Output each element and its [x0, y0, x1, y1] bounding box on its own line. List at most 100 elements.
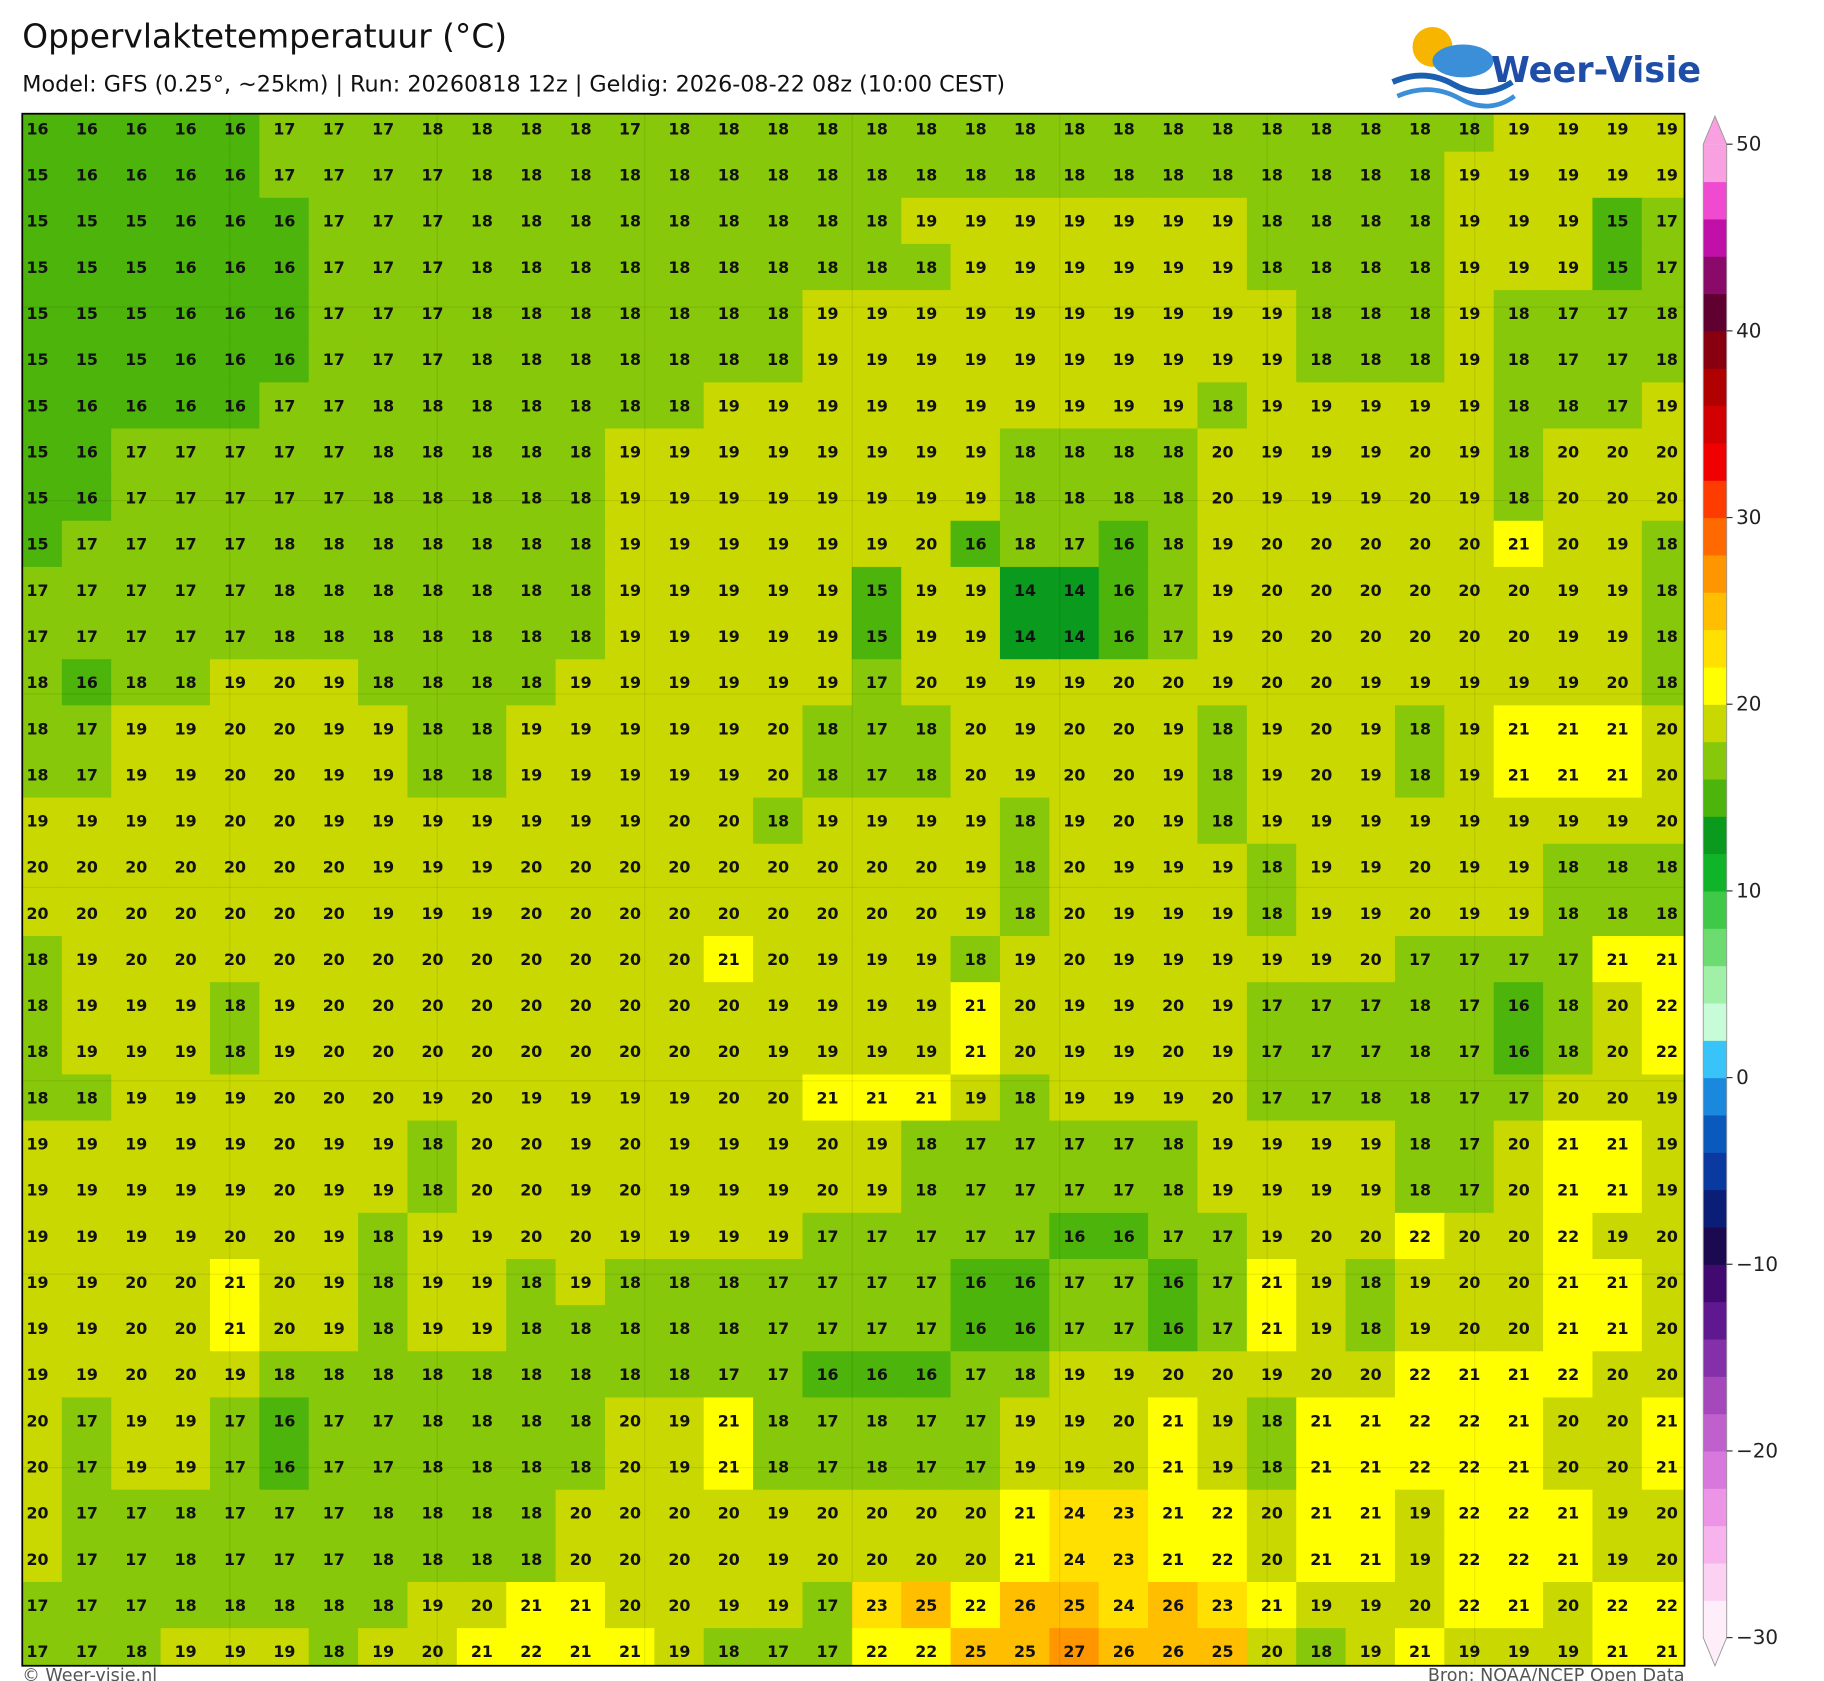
colorbar-tick-label: −30 [1736, 1626, 1778, 1649]
temperature-label: 17 [125, 489, 147, 508]
temperature-cell [555, 428, 607, 477]
temperature-label: 18 [1360, 212, 1382, 231]
temperature-cell [209, 336, 261, 384]
temperature-cell [259, 336, 311, 384]
temperature-label: 19 [816, 535, 838, 554]
temperature-label: 19 [1211, 950, 1233, 969]
temperature-label: 20 [718, 996, 740, 1015]
temperature-label: 17 [1063, 1181, 1085, 1200]
temperature-label: 17 [125, 442, 147, 461]
temperature-label: 19 [619, 442, 641, 461]
temperature-label: 18 [520, 166, 542, 185]
colorbar-segment [1703, 704, 1727, 743]
temperature-label: 17 [76, 1596, 98, 1615]
temperature-label: 19 [816, 581, 838, 600]
temperature-label: 18 [1409, 1181, 1431, 1200]
temperature-label: 18 [520, 442, 542, 461]
temperature-cell [1394, 566, 1446, 615]
temperature-label: 20 [175, 858, 197, 877]
temperature-label: 17 [76, 627, 98, 646]
temperature-label: 18 [1014, 535, 1036, 554]
temperature-label: 18 [1409, 119, 1431, 138]
temperature-label: 19 [1014, 258, 1036, 277]
temperature-label: 21 [1656, 1411, 1678, 1430]
temperature-cell [1543, 382, 1594, 430]
temperature-label: 18 [471, 119, 493, 138]
temperature-label: 18 [273, 1365, 295, 1384]
temperature-label: 18 [570, 258, 592, 277]
temperature-label: 21 [1508, 1365, 1530, 1384]
temperature-label: 17 [1557, 950, 1579, 969]
temperature-label: 17 [1113, 1135, 1135, 1154]
temperature-label: 18 [570, 489, 592, 508]
temperature-cell [1641, 705, 1685, 753]
temperature-cell [1444, 382, 1496, 430]
logo-text: Weer-Visie [1491, 50, 1701, 91]
temperature-label: 19 [915, 950, 937, 969]
temperature-label: 25 [1014, 1642, 1036, 1661]
temperature-label: 19 [570, 812, 592, 831]
temperature-label: 17 [1014, 1135, 1036, 1154]
temperature-label: 20 [273, 719, 295, 738]
temperature-label: 21 [718, 1411, 740, 1430]
temperature-label: 20 [1063, 765, 1085, 784]
temperature-label: 20 [668, 996, 690, 1015]
temperature-label: 17 [372, 350, 394, 369]
temperature-label: 19 [1162, 1088, 1184, 1107]
temperature-cell [1246, 751, 1298, 800]
temperature-label: 19 [1557, 1642, 1579, 1661]
temperature-label: 20 [1014, 1042, 1036, 1061]
temperature-label: 18 [1162, 119, 1184, 138]
temperature-label: 20 [1409, 442, 1431, 461]
temperature-label: 19 [866, 950, 888, 969]
temperature-label: 19 [1656, 396, 1678, 415]
temperature-cell [111, 889, 163, 938]
colorbar-segment [1703, 592, 1727, 631]
temperature-label: 19 [1211, 1457, 1233, 1476]
colorbar-segment [1703, 554, 1727, 593]
temperature-label: 19 [1162, 950, 1184, 969]
temperature-cell [802, 382, 854, 430]
temperature-label: 17 [273, 442, 295, 461]
temperature-label: 19 [1458, 396, 1480, 415]
temperature-label: 17 [76, 1550, 98, 1569]
temperature-label: 18 [1508, 396, 1530, 415]
temperature-cell [950, 290, 1002, 338]
temperature-cell [456, 889, 508, 938]
temperature-cell [506, 197, 557, 246]
temperature-label: 21 [1162, 1504, 1184, 1523]
temperature-label: 18 [422, 119, 444, 138]
temperature-cell [802, 797, 854, 846]
temperature-label: 22 [965, 1596, 987, 1615]
temperature-label: 20 [1211, 1365, 1233, 1384]
temperature-label: 18 [520, 581, 542, 600]
temperature-label: 19 [1458, 258, 1480, 277]
temperature-cell [160, 382, 212, 430]
temperature-label: 18 [471, 1457, 493, 1476]
temperature-label: 21 [471, 1642, 493, 1661]
temperature-label: 18 [273, 627, 295, 646]
temperature-label: 20 [915, 1550, 937, 1569]
temperature-label: 19 [915, 350, 937, 369]
temperature-cell [111, 474, 163, 523]
temperature-label: 17 [1606, 350, 1628, 369]
colorbar-segment [1703, 890, 1727, 929]
temperature-cell [1246, 659, 1298, 707]
temperature-label: 21 [1557, 1319, 1579, 1338]
temperature-cell [1543, 705, 1594, 753]
temperature-label: 17 [965, 1411, 987, 1430]
temperature-label: 18 [27, 673, 49, 692]
temperature-cell [851, 113, 903, 154]
temperature-label: 20 [1310, 627, 1332, 646]
temperature-label: 20 [718, 1042, 740, 1061]
temperature-label: 19 [1014, 950, 1036, 969]
temperature-label: 20 [1261, 535, 1283, 554]
temperature-label: 17 [224, 1550, 246, 1569]
temperature-cell [703, 520, 755, 569]
temperature-cell [654, 243, 706, 292]
temperature-label: 17 [27, 1596, 49, 1615]
temperature-cell [506, 151, 557, 200]
temperature-label: 18 [1360, 119, 1382, 138]
temperature-label: 19 [1211, 1181, 1233, 1200]
temperature-label: 18 [1014, 119, 1036, 138]
